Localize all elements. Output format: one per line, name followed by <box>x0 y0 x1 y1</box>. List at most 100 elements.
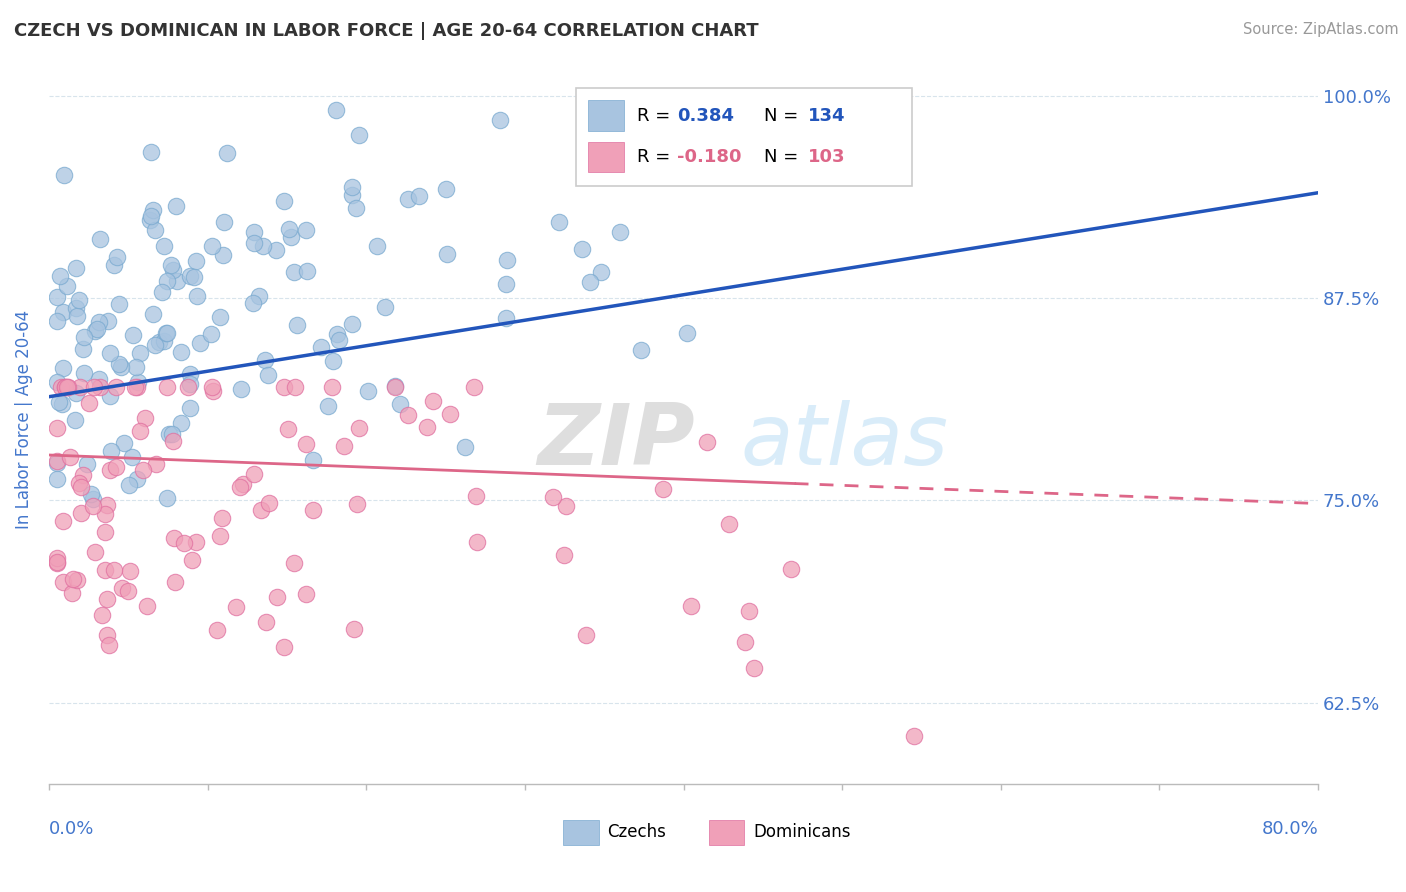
Point <box>160 427 183 442</box>
Point <box>173 536 195 550</box>
Point <box>541 490 564 504</box>
Point <box>183 269 205 284</box>
Point <box>321 380 343 394</box>
Point <box>188 336 211 351</box>
Point <box>741 131 763 145</box>
Point <box>53 169 76 183</box>
Point <box>129 346 152 360</box>
Point <box>738 604 761 618</box>
Point <box>295 437 318 451</box>
Point <box>555 499 578 513</box>
Point <box>69 480 91 494</box>
Point <box>121 450 143 464</box>
Point <box>156 380 179 394</box>
Point <box>156 274 179 288</box>
Text: Source: ZipAtlas.com: Source: ZipAtlas.com <box>1243 22 1399 37</box>
Point <box>357 384 380 398</box>
Point <box>60 586 83 600</box>
Point <box>97 314 120 328</box>
Point <box>145 457 167 471</box>
Point <box>180 553 202 567</box>
Point <box>110 359 132 374</box>
Point <box>179 268 201 283</box>
Point <box>125 359 148 374</box>
Point <box>676 326 699 340</box>
Point <box>82 491 104 506</box>
Point <box>170 344 193 359</box>
Point <box>65 260 87 275</box>
Point <box>384 379 406 393</box>
Point <box>112 435 135 450</box>
Point <box>422 394 444 409</box>
Point <box>103 563 125 577</box>
Point <box>45 454 67 468</box>
Point <box>105 380 128 394</box>
Point <box>201 380 224 394</box>
Point <box>77 396 100 410</box>
Point <box>100 389 122 403</box>
Point <box>103 258 125 272</box>
Point <box>278 222 301 236</box>
Point <box>201 384 224 398</box>
Point <box>52 575 75 590</box>
Point <box>232 476 254 491</box>
Point <box>277 422 299 436</box>
Point <box>51 397 73 411</box>
Point <box>575 628 598 642</box>
Point <box>45 456 67 470</box>
Point <box>49 269 72 284</box>
FancyBboxPatch shape <box>709 820 744 845</box>
Point <box>285 318 308 333</box>
Point <box>45 290 67 304</box>
Point <box>208 310 231 324</box>
Point <box>87 315 110 329</box>
Point <box>45 555 67 569</box>
Point <box>436 247 458 261</box>
Point <box>326 327 349 342</box>
Point <box>294 587 316 601</box>
Point <box>765 136 787 151</box>
Point <box>83 324 105 338</box>
Point <box>70 506 93 520</box>
Point <box>139 209 162 223</box>
Point <box>100 443 122 458</box>
Point <box>165 575 187 590</box>
Point <box>434 182 457 196</box>
Point <box>256 368 278 382</box>
Point <box>72 342 94 356</box>
Point <box>96 498 118 512</box>
Point <box>254 353 277 368</box>
Point <box>156 326 179 340</box>
Point <box>415 420 437 434</box>
Point <box>166 274 188 288</box>
Point <box>165 199 187 213</box>
Point <box>283 265 305 279</box>
Point <box>273 640 295 655</box>
Point <box>45 421 67 435</box>
Point <box>346 497 368 511</box>
Point <box>162 531 184 545</box>
FancyBboxPatch shape <box>562 820 599 845</box>
Point <box>316 399 339 413</box>
Point <box>152 239 174 253</box>
Point <box>139 145 162 159</box>
Point <box>229 382 252 396</box>
Point <box>211 510 233 524</box>
Point <box>225 600 247 615</box>
Point <box>309 340 332 354</box>
Point <box>96 592 118 607</box>
Y-axis label: In Labor Force | Age 20-64: In Labor Force | Age 20-64 <box>15 310 32 529</box>
Point <box>495 253 517 268</box>
Text: 0.0%: 0.0% <box>49 820 94 838</box>
Point <box>91 607 114 622</box>
Point <box>83 380 105 394</box>
Point <box>903 729 925 743</box>
Text: Dominicans: Dominicans <box>754 822 851 840</box>
FancyBboxPatch shape <box>575 88 912 186</box>
Point <box>273 194 295 209</box>
Point <box>734 635 756 649</box>
Point <box>80 487 103 501</box>
Point <box>142 307 165 321</box>
Point <box>344 201 367 215</box>
Point <box>302 503 325 517</box>
